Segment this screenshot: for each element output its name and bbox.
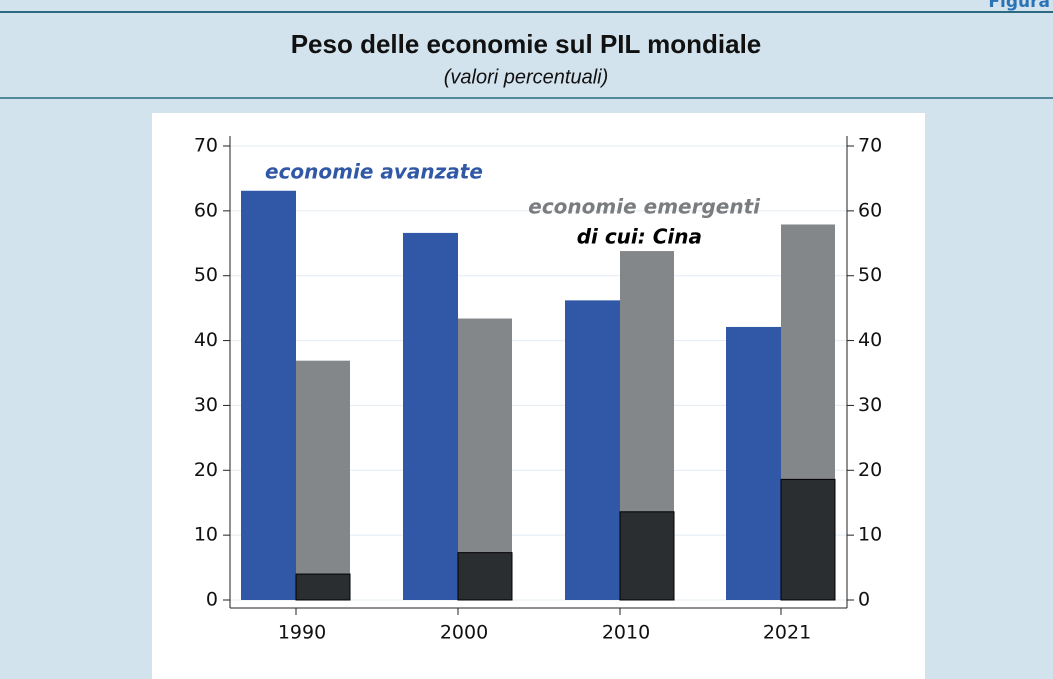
y2-tick-label: 20: [858, 459, 882, 481]
bar: [726, 326, 781, 600]
bar: [296, 360, 350, 600]
chart-title: Peso delle economie sul PIL mondiale: [291, 29, 762, 59]
y2-tick-label: 40: [858, 329, 882, 351]
chart-subtitle: (valori percentuali): [444, 66, 609, 88]
y-tick-label: 20: [194, 459, 218, 481]
series-label: economie avanzate: [265, 160, 483, 184]
y2-tick-label: 10: [858, 524, 882, 546]
bar: [241, 190, 296, 600]
series-label: di cui: Cina: [577, 225, 702, 249]
y2-tick-label: 60: [858, 199, 882, 221]
y2-tick-label: 70: [858, 135, 882, 157]
y-tick-label: 70: [194, 135, 218, 157]
y-tick-label: 40: [194, 329, 218, 351]
y2-tick-label: 30: [858, 394, 882, 416]
y-tick-label: 30: [194, 394, 218, 416]
series-label: economie emergenti: [528, 195, 761, 219]
y-tick-label: 60: [194, 199, 218, 221]
figure-label: Figura: [988, 0, 1050, 12]
bar: [619, 511, 675, 601]
x-tick-label: 1990: [278, 622, 326, 644]
bar: [295, 573, 351, 601]
bar: [780, 478, 836, 601]
bar: [565, 300, 620, 600]
y2-tick-label: 0: [858, 589, 870, 611]
y-tick-label: 0: [206, 589, 218, 611]
y2-tick-label: 50: [858, 264, 882, 286]
x-tick-label: 2000: [440, 622, 488, 644]
bar: [457, 552, 513, 601]
bar: [403, 232, 458, 600]
y-tick-label: 10: [194, 524, 218, 546]
x-tick-label: 2021: [763, 622, 811, 644]
y-tick-label: 50: [194, 264, 218, 286]
x-tick-label: 2010: [602, 622, 650, 644]
